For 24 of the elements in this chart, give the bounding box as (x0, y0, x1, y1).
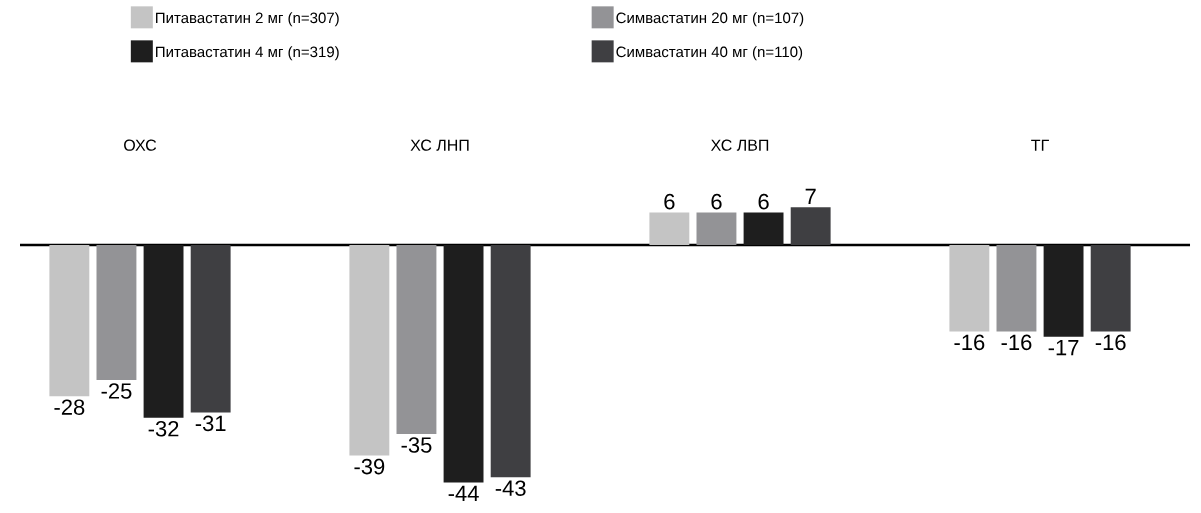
x-tick-label: ХС ЛНП (410, 139, 469, 151)
data-label: -35 (401, 437, 432, 453)
data-label: -43 (495, 480, 526, 496)
x-tick-label: ХС ЛВП (710, 139, 769, 151)
data-label: 6 (711, 193, 722, 210)
data-label: 6 (664, 193, 675, 210)
data-label: -31 (195, 415, 226, 432)
data-label: 6 (758, 193, 769, 210)
data-label: -17 (1048, 339, 1079, 356)
data-label: -39 (354, 458, 385, 475)
legend-label: Питавастатин 4 мг (n=319) (156, 46, 339, 61)
x-tick-label: ТГ (1031, 139, 1049, 151)
data-label: -25 (101, 383, 132, 399)
data-label: -28 (54, 399, 85, 415)
legend-label: Питавастатин 2 мг (n=307) (156, 12, 339, 27)
data-label: 7 (805, 188, 816, 204)
legend-label: Симвастатин 40 мг (n=110) (616, 46, 803, 61)
legend-label: Симвастатин 20 мг (n=107) (616, 12, 804, 27)
data-label: -16 (1095, 334, 1126, 351)
data-label: -16 (954, 334, 985, 351)
data-label: -32 (148, 421, 179, 437)
data-label: -16 (1001, 334, 1032, 351)
data-label: -44 (448, 485, 479, 501)
x-tick-label: ОХС (124, 139, 157, 151)
